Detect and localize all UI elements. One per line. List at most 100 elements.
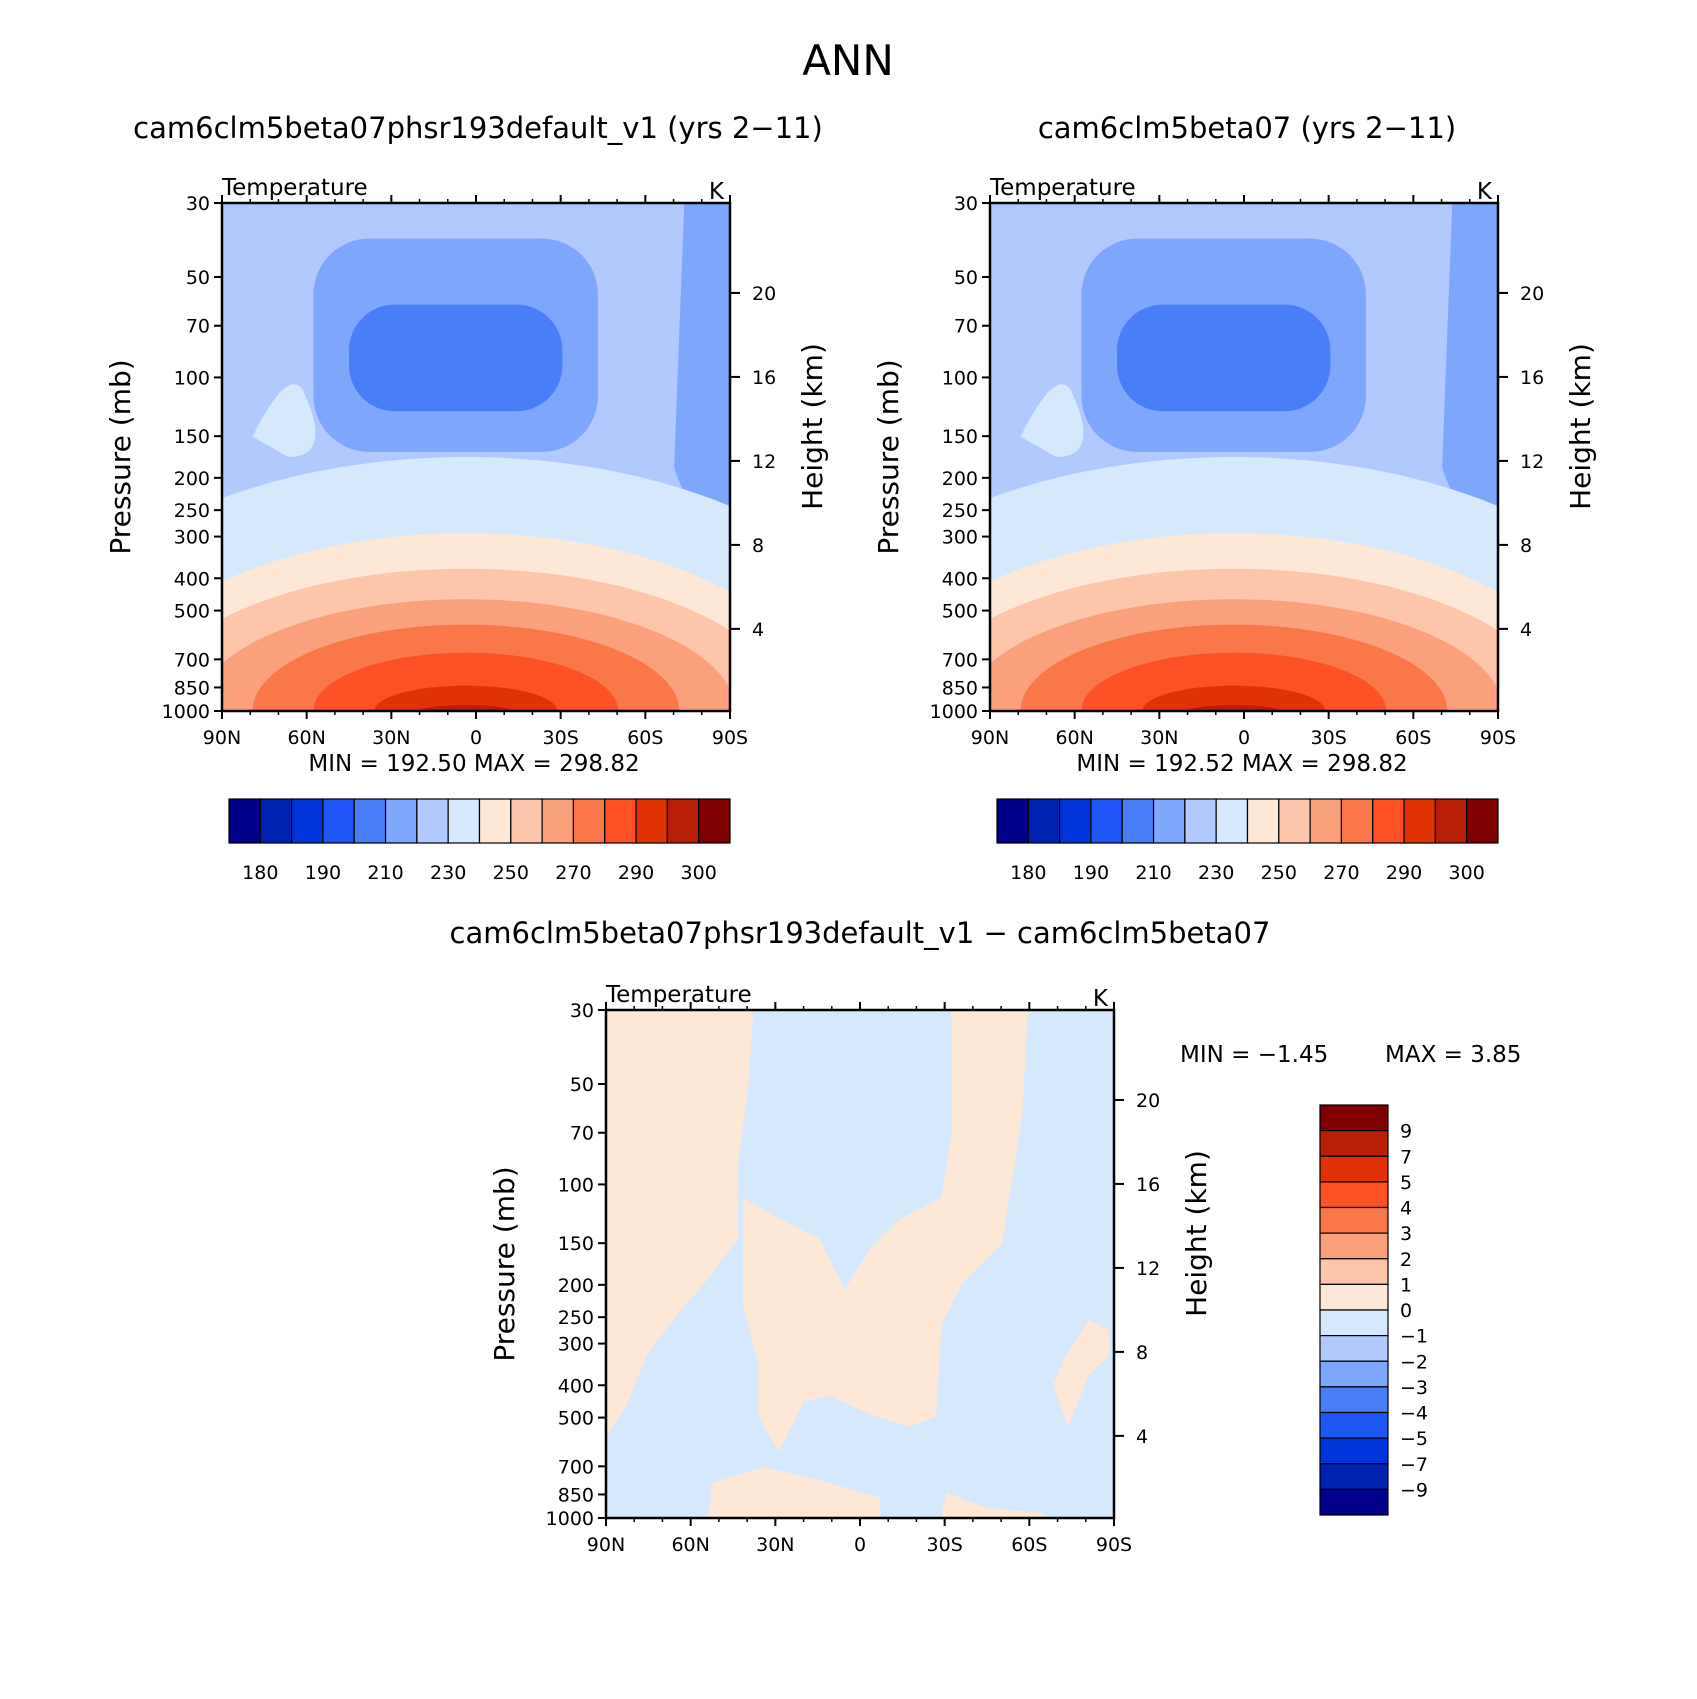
height-tick-label: 8: [1520, 535, 1532, 557]
y-tick-label: 200: [174, 468, 210, 490]
panel-title: cam6clm5beta07phsr193default_v1 − cam6cl…: [450, 916, 1271, 950]
colorbar-label: 300: [1449, 862, 1485, 884]
colorbar-label: 250: [493, 862, 529, 884]
colorbar-swatch: [1309, 798, 1343, 844]
contour-fill-200: [1117, 304, 1331, 412]
x-tick-label: 90S: [1096, 1534, 1132, 1556]
x-tick-label: 30N: [756, 1534, 794, 1556]
contour-fill-0-1-south-sfc: [941, 1492, 1043, 1518]
colorbar-swatch: [1319, 1130, 1389, 1157]
colorbar-swatch: [353, 798, 387, 844]
colorbar-label: 180: [1010, 862, 1046, 884]
x-tick-label: 30N: [1140, 727, 1178, 749]
colorbar-swatch: [1319, 1206, 1389, 1234]
y-tick-label: 500: [942, 601, 978, 623]
y-tick-label: 1000: [546, 1508, 594, 1530]
colorbar-swatch: [1059, 798, 1092, 844]
units-label: K: [709, 179, 725, 205]
contour-fill-300: [1188, 704, 1280, 711]
colorbar-label: −7: [1400, 1454, 1428, 1476]
y-tick-label: 50: [570, 1074, 594, 1096]
y-tick-label: 70: [570, 1123, 594, 1145]
y-tick-label: 500: [558, 1408, 594, 1430]
contour-fill-300: [420, 704, 512, 711]
colorbar-label: 1: [1400, 1274, 1412, 1296]
x-tick-label: 90S: [1480, 727, 1516, 749]
contour-fill-295: [1142, 685, 1326, 711]
y-tick-label: 1000: [930, 701, 978, 723]
colorbar-swatch: [1246, 798, 1280, 844]
colorbar-swatch: [384, 798, 418, 844]
x-tick-label: 30S: [927, 1534, 963, 1556]
contour-fill-290: [313, 652, 619, 711]
units-label: K: [1093, 986, 1109, 1012]
colorbar-label: 3: [1400, 1223, 1412, 1245]
height-tick-label: 12: [1136, 1258, 1160, 1280]
x-tick-label: 90N: [971, 727, 1009, 749]
y-tick-label: 500: [174, 601, 210, 623]
colorbar-swatch: [1027, 798, 1061, 844]
colorbar-swatch: [1152, 798, 1186, 844]
y-tick-label: 150: [558, 1233, 594, 1255]
colorbar-swatch: [1319, 1181, 1389, 1209]
colorbar-swatch: [416, 798, 449, 844]
y-tick-label: 700: [174, 649, 210, 671]
colorbar-swatch: [1403, 798, 1436, 844]
contour-field: [990, 203, 1498, 711]
height-tick-label: 12: [1520, 451, 1544, 473]
y-tick-label: 30: [570, 1000, 594, 1022]
x-tick-label: 0: [854, 1534, 866, 1556]
y-tick-label: 700: [558, 1456, 594, 1478]
y-tick-label: 700: [942, 649, 978, 671]
contour-fill-200: [349, 304, 563, 412]
colorbar-swatch: [1319, 1104, 1389, 1132]
units-label: K: [1477, 179, 1493, 205]
contour-fill-240: [252, 384, 316, 457]
y-tick-label: 1000: [162, 701, 210, 723]
colorbar-swatch: [1340, 798, 1374, 844]
y-tick-label: 250: [174, 500, 210, 522]
colorbar-swatch: [478, 798, 512, 844]
y-tick-label: 100: [942, 367, 978, 389]
height-tick-label: 16: [1520, 367, 1544, 389]
x-tick-label: 30N: [372, 727, 410, 749]
colorbar-label: 290: [618, 862, 654, 884]
y-axis-label: Pressure (mb): [872, 359, 905, 554]
contour-fill-0-1-surface: [707, 1467, 881, 1518]
contour-fill-240: [1020, 384, 1084, 457]
contour-fill-290: [1081, 652, 1387, 711]
y-tick-label: 400: [558, 1375, 594, 1397]
y-tick-label: 300: [558, 1334, 594, 1356]
colorbar-swatch: [1319, 1488, 1389, 1516]
colorbar-label: 270: [1323, 862, 1359, 884]
y-axis-label: Pressure (mb): [104, 359, 137, 554]
colorbar-label: 190: [1073, 862, 1109, 884]
colorbar-label: −1: [1400, 1326, 1428, 1348]
height-tick-label: 20: [1136, 1090, 1160, 1112]
height-tick-label: 4: [1520, 619, 1532, 641]
colorbar-swatch: [1319, 1463, 1389, 1490]
colorbar-swatch: [1319, 1335, 1389, 1362]
colorbar-label: 180: [242, 862, 278, 884]
min-max-label: MIN = 192.50 MAX = 298.82: [308, 751, 639, 777]
y-tick-label: 70: [186, 316, 210, 338]
contour-fill-220: [674, 203, 730, 534]
colorbar-swatch: [1319, 1155, 1389, 1183]
y-axis-label: Pressure (mb): [488, 1166, 521, 1361]
y-tick-label: 250: [942, 500, 978, 522]
colorbar-swatch: [1319, 1232, 1389, 1260]
height-tick-label: 4: [752, 619, 764, 641]
variable-label: Temperature: [989, 175, 1136, 201]
colorbar-swatch: [666, 798, 700, 844]
colorbar-swatch: [1466, 798, 1499, 844]
contour-fill-0-1-center: [743, 1010, 1028, 1452]
y-tick-label: 150: [942, 426, 978, 448]
height-tick-label: 20: [752, 283, 776, 305]
colorbar-label: 190: [305, 862, 341, 884]
y-tick-label: 30: [954, 193, 978, 215]
x-tick-label: 30S: [543, 727, 579, 749]
right-axis-label: Height (km): [1564, 343, 1597, 510]
x-tick-label: 90S: [712, 727, 748, 749]
x-tick-label: 90N: [587, 1534, 625, 1556]
y-tick-label: 400: [942, 568, 978, 590]
